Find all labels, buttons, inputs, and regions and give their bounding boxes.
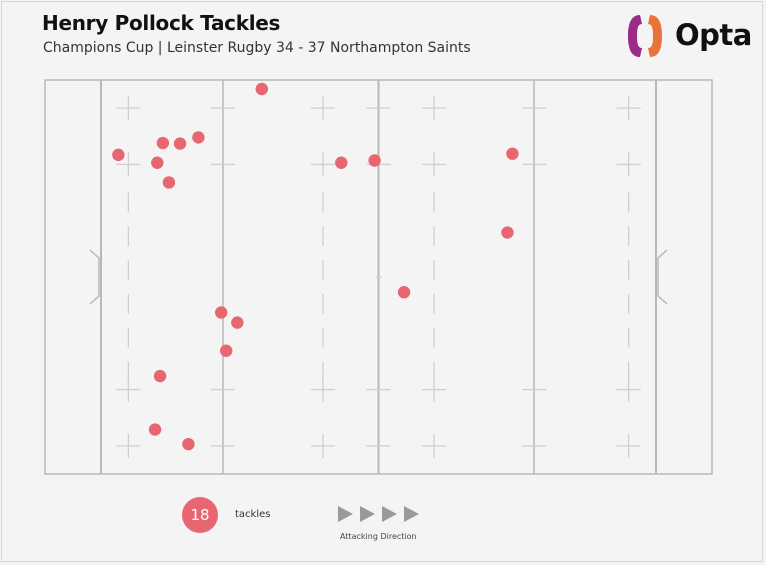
tackle-point — [148, 423, 162, 436]
chart-subtitle: Champions Cup | Leinster Rugby 34 - 37 N… — [43, 40, 471, 56]
pitch-dashes — [116, 96, 641, 458]
attacking-direction-arrows — [338, 506, 426, 526]
goal-posts-right — [657, 249, 668, 305]
tackle-point — [162, 176, 176, 189]
tackle-point — [151, 156, 164, 169]
tackle-markers — [112, 82, 519, 451]
tackle-point — [501, 226, 514, 239]
play-arrow-icon — [338, 506, 353, 522]
tackle-point — [335, 156, 348, 169]
tackle-point — [214, 306, 228, 319]
tackle-point — [156, 136, 170, 150]
attacking-direction-label: Attacking Direction — [340, 532, 417, 541]
opta-logo: Opta — [626, 12, 752, 60]
tackle-count-label: tackles — [235, 509, 271, 520]
play-arrow-icon — [404, 506, 419, 522]
tackle-point — [255, 82, 268, 96]
opta-logo-text: Opta — [675, 18, 752, 52]
play-arrow-icon — [360, 506, 375, 522]
play-arrow-icon — [382, 506, 397, 522]
tackle-point — [182, 437, 195, 451]
tackle-count-badge: 18 — [182, 497, 218, 533]
chart-title: Henry Pollock Tackles — [42, 11, 281, 35]
tackle-point — [192, 131, 205, 144]
tackle-point — [112, 148, 125, 162]
tackle-point — [231, 316, 244, 329]
tackle-point — [173, 137, 187, 150]
goal-posts-left — [89, 249, 100, 305]
tackle-point — [153, 369, 167, 383]
tackle-point — [397, 285, 411, 299]
tackle-point — [368, 154, 381, 167]
pitch-markings — [44, 79, 713, 475]
tackle-point — [506, 147, 519, 160]
opta-logo-mark — [628, 15, 662, 57]
tackle-point — [220, 344, 233, 357]
